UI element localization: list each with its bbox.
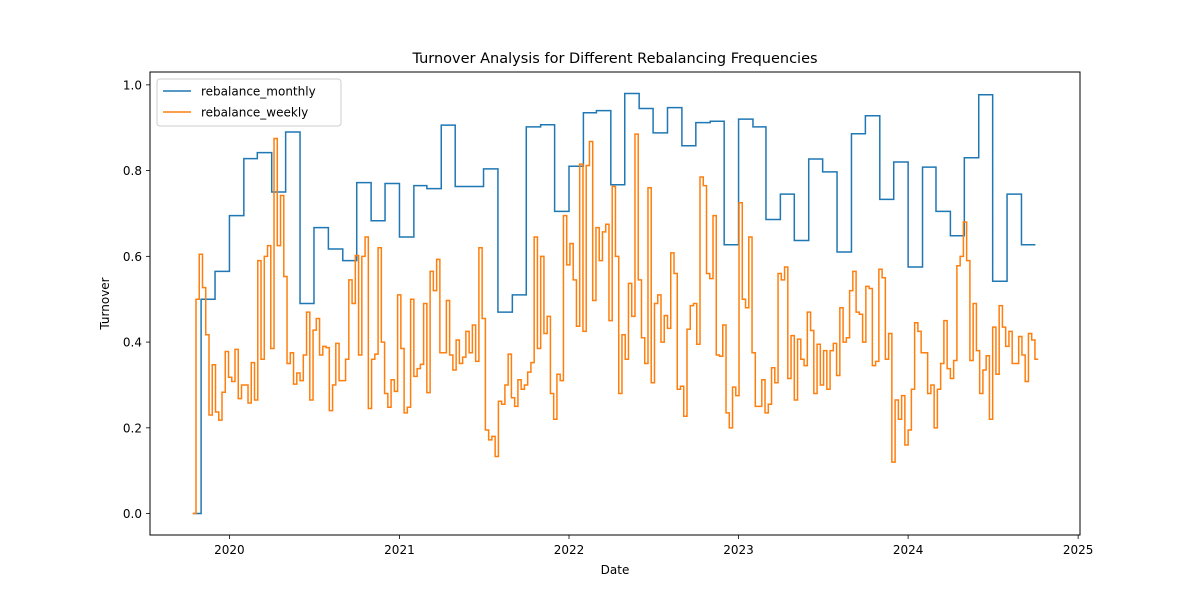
plot-lines [192,92,1039,515]
x-tick-label: 2022 [554,543,585,557]
y-axis: 0.0 0.2 0.4 0.6 0.8 1.0 [123,78,150,521]
series-line-rebalance-weekly [192,133,1039,515]
legend-box [156,78,342,127]
y-axis-label: Turnover [98,277,112,330]
y-tick-label: 0.8 [123,164,142,178]
chart-title: Turnover Analysis for Different Rebalanc… [411,51,817,67]
series-line-rebalance-monthly [192,92,1036,515]
plot-frame [149,71,1081,536]
x-tick-label: 2023 [723,543,754,557]
x-tick-label: 2020 [214,543,245,557]
y-tick-label: 0.4 [123,336,142,350]
legend-label-rebalance-weekly: rebalance_weekly [201,106,308,120]
x-tick-label: 2024 [893,543,924,557]
legend: rebalance_monthly rebalance_weekly [156,78,342,127]
x-tick-label: 2021 [384,543,415,557]
x-tick-label: 2025 [1063,543,1094,557]
y-tick-label: 1.0 [123,78,142,92]
x-axis-label: Date [601,563,630,577]
y-tick-label: 0.0 [123,507,142,521]
y-tick-label: 0.6 [123,250,142,264]
y-tick-label: 0.2 [123,421,142,435]
legend-label-rebalance-monthly: rebalance_monthly [201,85,316,99]
x-axis: 2020 2021 2022 2023 2024 2025 [214,535,1093,557]
